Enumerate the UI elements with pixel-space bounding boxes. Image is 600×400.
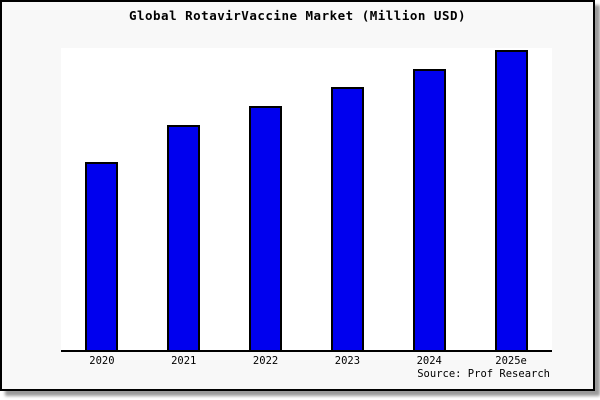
chart-frame: Global RotavirVaccine Market (Million US… (0, 0, 595, 391)
x-tick-label-2021: 2021 (171, 355, 197, 367)
bar-2023 (330, 87, 364, 350)
x-tick-label-2025e: 2025e (495, 355, 527, 367)
bar-2020 (85, 162, 119, 350)
x-tick-label-2024: 2024 (416, 355, 442, 367)
bar-slot-2020 (61, 48, 143, 350)
bar-slot-2024 (388, 48, 470, 350)
bar-slot-2022 (225, 48, 307, 350)
bar-2024 (412, 69, 446, 350)
bar-slot-2023 (306, 48, 388, 350)
source-credit: Source: Prof Research (417, 368, 550, 380)
bar-2022 (249, 106, 283, 350)
plot-area (61, 48, 552, 352)
x-tick-label-2023: 2023 (334, 355, 361, 367)
x-tick-label-2022: 2022 (252, 355, 279, 367)
chart-title: Global RotavirVaccine Market (Million US… (128, 8, 467, 23)
x-axis-labels: 2020 2021 2022 2023 2024 2025e (61, 355, 552, 367)
bar-slot-2021 (143, 48, 225, 350)
bar-2021 (167, 125, 201, 350)
bars-container (61, 48, 552, 350)
bar-2025e (494, 50, 528, 350)
x-tick-label-2020: 2020 (89, 355, 115, 367)
bar-slot-2025e (470, 48, 552, 350)
